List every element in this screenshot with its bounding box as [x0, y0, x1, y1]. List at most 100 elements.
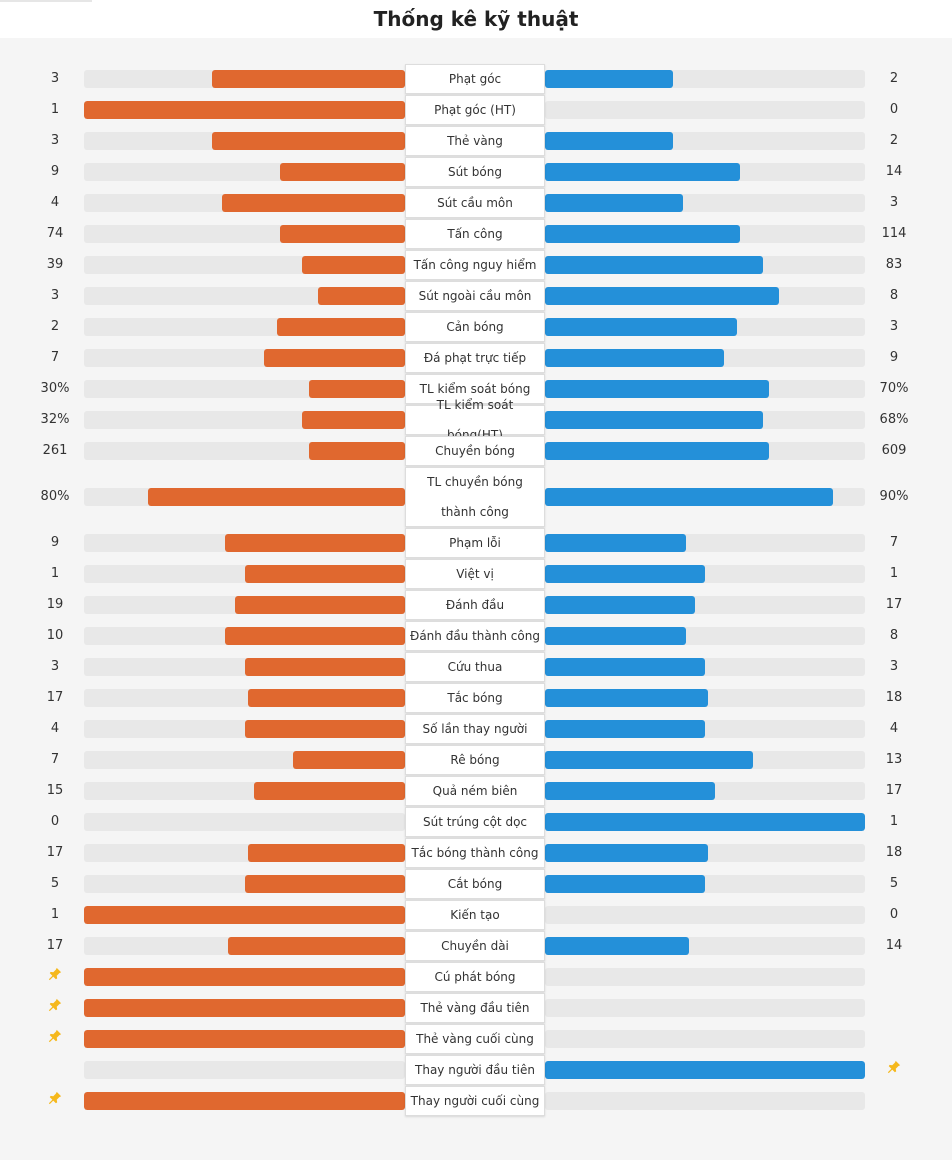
away-value: 18: [885, 845, 903, 860]
stat-label: Thẻ vàng cuối cùng: [405, 1024, 545, 1054]
home-bar-fill: [212, 132, 405, 150]
home-bar-fill: [148, 488, 405, 506]
away-bar-track: [545, 1061, 865, 1079]
away-bar-fill: [545, 488, 833, 506]
stat-row: 17 Tắc bóng thành công 18: [0, 837, 952, 868]
home-bar-track: [84, 1061, 405, 1079]
away-bar-fill: [545, 875, 705, 893]
home-bar-fill: [84, 1092, 405, 1110]
home-bar-fill: [84, 101, 405, 119]
away-bar-fill: [545, 534, 686, 552]
home-bar-fill: [228, 937, 405, 955]
stat-label: Sút trúng cột dọc: [405, 807, 545, 837]
home-value: 15: [46, 783, 64, 798]
away-bar-track: [545, 225, 865, 243]
stat-row: 3 Cứu thua 3: [0, 651, 952, 682]
home-bar-fill: [244, 720, 405, 738]
stat-row: 1 Phạt góc (HT) 0: [0, 94, 952, 125]
stat-label: Thay người cuối cùng: [405, 1086, 545, 1116]
home-bar-fill: [247, 844, 405, 862]
home-value: 39: [46, 257, 64, 272]
home-value: 80%: [40, 489, 70, 504]
stat-label: Tắc bóng thành công: [405, 838, 545, 868]
away-value: 70%: [879, 381, 909, 396]
away-value: 17: [885, 783, 903, 798]
stat-label: Đánh đầu: [405, 590, 545, 620]
home-bar-track: [84, 194, 405, 212]
stat-row: 5 Cắt bóng 5: [0, 868, 952, 899]
stat-label: Cản bóng: [405, 312, 545, 342]
stat-row: Thay người đầu tiên: [0, 1054, 952, 1085]
away-bar-track: [545, 937, 865, 955]
home-bar-fill: [308, 442, 405, 460]
away-bar-track: [545, 968, 865, 986]
home-bar-track: [84, 163, 405, 181]
home-value: 1: [50, 566, 60, 581]
home-bar-track: [84, 70, 405, 88]
home-bar-fill: [279, 163, 405, 181]
away-bar-track: [545, 751, 865, 769]
away-bar-track: [545, 194, 865, 212]
home-value: 30%: [40, 381, 70, 396]
stat-row: 7 Rê bóng 13: [0, 744, 952, 775]
home-bar-fill: [247, 689, 405, 707]
home-value: 3: [50, 288, 60, 303]
home-value: 7: [50, 350, 60, 365]
stat-label: Tấn công nguy hiểm: [405, 250, 545, 280]
stat-label: Chuyền bóng: [405, 436, 545, 466]
home-bar-track: [84, 968, 405, 986]
home-bar-track: [84, 906, 405, 924]
away-value: 7: [889, 535, 899, 550]
stat-label: Tắc bóng: [405, 683, 545, 713]
home-bar-fill: [84, 999, 405, 1017]
home-bar-track: [84, 658, 405, 676]
home-bar-fill: [318, 287, 405, 305]
away-bar-fill: [545, 751, 753, 769]
home-bar-fill: [84, 1030, 405, 1048]
stat-row: 17 Tắc bóng 18: [0, 682, 952, 713]
stat-row: 3 Phạt góc 2: [0, 63, 952, 94]
home-bar-track: [84, 349, 405, 367]
stat-row: 32% TL kiểm soát bóng(HT) 68%: [0, 398, 952, 442]
away-bar-track: [545, 101, 865, 119]
stat-row: 3 Sút ngoài cầu môn 8: [0, 280, 952, 311]
away-bar-fill: [545, 411, 763, 429]
home-bar-track: [84, 442, 405, 460]
home-bar-track: [84, 720, 405, 738]
home-value: 3: [50, 133, 60, 148]
stat-label: TL kiểm soát bóng(HT): [405, 398, 545, 442]
home-bar-track: [84, 844, 405, 862]
away-bar-track: [545, 565, 865, 583]
away-value: 90%: [879, 489, 909, 504]
away-bar-fill: [545, 225, 741, 243]
home-value: 1: [50, 102, 60, 117]
away-bar-fill: [545, 720, 705, 738]
home-bar-fill: [84, 968, 405, 986]
home-bar-track: [84, 488, 405, 506]
home-bar-fill: [308, 380, 405, 398]
away-bar-track: [545, 1030, 865, 1048]
pin-icon: [48, 997, 62, 1012]
stat-label: TL kiểm soát bóng: [405, 374, 545, 404]
home-bar-fill: [292, 751, 405, 769]
away-value: 13: [885, 752, 903, 767]
away-value: 3: [889, 195, 899, 210]
away-value: 8: [889, 288, 899, 303]
away-bar-track: [545, 411, 865, 429]
home-bar-track: [84, 596, 405, 614]
home-bar-fill: [302, 256, 405, 274]
home-bar-track: [84, 1030, 405, 1048]
away-bar-fill: [545, 70, 673, 88]
home-bar-track: [84, 287, 405, 305]
away-bar-track: [545, 658, 865, 676]
home-bar-fill: [254, 782, 405, 800]
home-bar-track: [84, 813, 405, 831]
home-bar-track: [84, 999, 405, 1017]
home-bar-fill: [263, 349, 405, 367]
away-bar-track: [545, 906, 865, 924]
home-bar-track: [84, 318, 405, 336]
home-value: 2: [50, 319, 60, 334]
away-value: 2: [889, 133, 899, 148]
away-bar-track: [545, 488, 865, 506]
away-bar-fill: [545, 442, 769, 460]
